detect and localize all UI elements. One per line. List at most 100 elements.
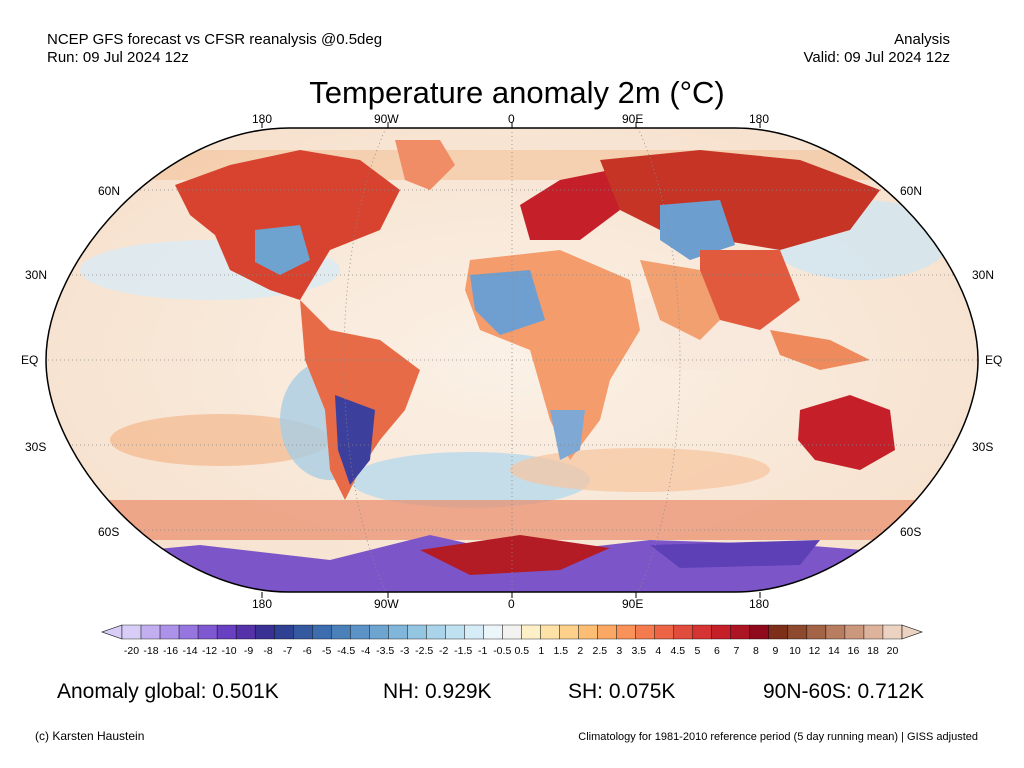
colorbar-swatch [654,624,674,640]
colorbar-swatch [863,624,884,640]
lon-label-top: 180 [749,112,770,126]
southern-africa-cool-patch [550,410,585,460]
colorbar-tick-label: -20 [123,645,140,657]
greenland [395,140,455,190]
colorbar-swatch [844,624,865,640]
lat-label-right: 60S [900,525,922,539]
colorbar-tick-label: -1.5 [454,645,473,657]
colorbar-tick-label: 6 [713,645,720,657]
southern-indian-warm [510,448,770,492]
lon-label-bottom: 0 [508,597,515,611]
colorbar-swatch [597,624,617,640]
climatology-note: Climatology for 1981-2010 reference peri… [578,731,978,743]
colorbar-tick-label: 3 [616,645,623,657]
colorbar-swatch [673,624,693,640]
colorbar-swatch [407,624,427,640]
colorbar-tick-label: -2 [439,645,449,657]
model-description: NCEP GFS forecast vs CFSR reanalysis @0.… [47,31,383,48]
colorbar-swatch [692,624,712,640]
colorbar-tick-label: 2 [577,645,584,657]
colorbar-tick-label: 5 [694,645,701,657]
colorbar-tick-label: -6 [302,645,312,657]
colorbar-swatch [787,624,808,640]
colorbar-tick-label: 10 [789,645,801,657]
central-us-cool-patch [255,225,310,275]
europe-land [520,170,620,240]
colorbar-swatch [369,624,389,640]
colorbar [101,624,923,640]
colorbar-swatch [711,624,731,640]
colorbar-swatch [426,624,446,640]
lat-label-left: 60S [98,525,120,539]
colorbar-swatch [825,624,846,640]
east-asia-land [700,250,800,330]
south-america-land [300,300,420,500]
colorbar-tick-label: -2.5 [415,645,434,657]
colorbar-tick-label: -18 [143,645,159,657]
south-america-cool-patch [335,395,375,485]
map-field [46,128,978,592]
australia-land [798,395,895,470]
colorbar-tick-label: 1 [538,645,545,657]
band-anomaly: 90N-60S: 0.712K [763,680,925,703]
colorbar-min-arrow [101,624,123,640]
lat-label-right: EQ [985,353,1003,367]
lat-label-right: 30N [972,268,995,282]
lon-label-top: 90W [374,112,399,126]
colorbar-tick-label: -8 [263,645,273,657]
lon-label-top: 0 [508,112,515,126]
antarctica-warm-patch [420,535,610,575]
run-time: Run: 09 Jul 2024 12z [47,49,189,66]
valid-time: Valid: 09 Jul 2024 12z [803,49,951,66]
lon-label-bottom: 180 [749,597,770,611]
colorbar-swatch [559,624,579,640]
colorbar-swatch [197,624,218,640]
antarctica-cold-patch [650,540,820,568]
colorbar-swatch [312,624,332,640]
colorbar-swatch [293,624,313,640]
colorbar-tick-label: 14 [828,645,840,657]
colorbar-swatch [768,624,789,640]
axis-ticks [261,122,761,598]
colorbar-tick-label: -16 [162,645,179,657]
arctic-band [46,150,978,180]
colorbar-tick-label: -3.5 [376,645,395,657]
nh-anomaly: NH: 0.929K [383,680,492,703]
colorbar-swatch [616,624,636,640]
maritime-continent [770,330,870,370]
southern-ocean-warm [46,500,978,540]
colorbar-swatch [331,624,351,640]
colorbar-swatch [445,624,465,640]
colorbar-tick-label: -1 [478,645,488,657]
colorbar-tick-label: 20 [886,645,899,657]
north-america-land [175,150,400,300]
colorbar-tick-label: 16 [847,645,860,657]
colorbar-swatch [140,624,161,640]
colorbar-tick-label: 7 [733,645,740,657]
colorbar-swatch [159,624,180,640]
lon-label-top: 90E [622,112,644,126]
map-title: Temperature anomaly 2m (°C) [309,75,725,110]
colorbar-tick-label: 4.5 [670,645,686,657]
lat-label-left: 60N [98,184,121,198]
colorbar-swatch [483,624,503,640]
colorbar-tick-label: 12 [808,645,821,657]
global-anomaly: Anomaly global: 0.501K [57,680,279,703]
lat-label-left: 30N [25,268,48,282]
colorbar-swatch [235,624,256,640]
colorbar-swatch [254,624,275,640]
colorbar-swatch [749,624,770,640]
colorbar-tick-label: -14 [182,645,198,657]
colorbar-swatch [216,624,237,640]
colorbar-swatch [273,624,294,640]
colorbar-tick-label: 3.5 [631,645,647,657]
south-asia-land [640,260,720,340]
colorbar-tick-label: 8 [752,645,759,657]
lon-label-bottom: 90W [374,597,399,611]
north-africa-cool-patch [470,270,545,335]
siberia-cool-patch [660,200,735,260]
analysis-label: Analysis [894,31,950,48]
colorbar-swatch [464,624,484,640]
lon-label-bottom: 180 [252,597,273,611]
